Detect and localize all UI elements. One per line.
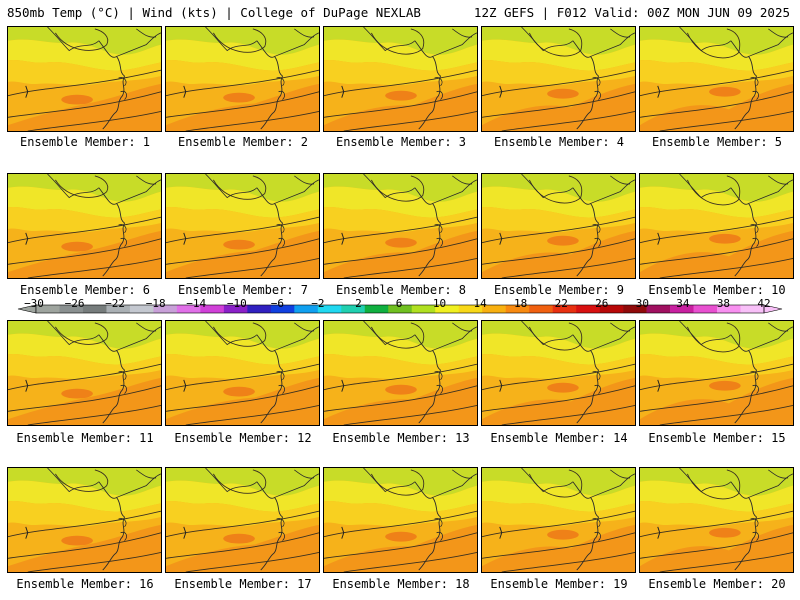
ensemble-member-map-2 xyxy=(165,26,320,132)
ensemble-member-label: Ensemble Member: 14 xyxy=(490,431,628,445)
colorbar-segment xyxy=(82,305,107,313)
ensemble-member-map-12 xyxy=(165,320,320,426)
ensemble-member-label: Ensemble Member: 3 xyxy=(335,135,467,149)
colorbar-tick-label: −14 xyxy=(186,297,207,310)
colorbar-segment xyxy=(200,305,225,313)
colorbar-tick-label: 26 xyxy=(595,297,609,310)
colorbar-tick-label: 34 xyxy=(676,297,690,310)
colorbar-tick-label: 6 xyxy=(395,297,403,310)
temperature-colorbar xyxy=(17,304,783,314)
ensemble-member-label: Ensemble Member: 7 xyxy=(177,283,309,297)
ensemble-member-label: Ensemble Member: 15 xyxy=(648,431,786,445)
colorbar-segment xyxy=(36,305,60,313)
colorbar-segment xyxy=(693,305,718,313)
colorbar-segment xyxy=(529,305,553,313)
colorbar-segment xyxy=(411,305,436,313)
ensemble-member-map-17 xyxy=(165,467,320,573)
colorbar-segment xyxy=(576,305,600,313)
colorbar-segment xyxy=(317,305,342,313)
colorbar-segment xyxy=(482,305,506,313)
ensemble-member-label: Ensemble Member: 17 xyxy=(174,577,312,591)
colorbar-frame xyxy=(35,304,765,314)
colorbar-segment xyxy=(623,305,647,313)
colorbar-segment xyxy=(646,305,671,313)
colorbar-segment xyxy=(341,305,366,313)
colorbar-segment xyxy=(270,305,295,313)
colorbar-segment xyxy=(294,305,319,313)
colorbar-segment xyxy=(435,305,460,313)
ensemble-member-label: Ensemble Member: 11 xyxy=(16,431,154,445)
ensemble-member-map-9 xyxy=(481,173,636,279)
ensemble-member-label: Ensemble Member: 16 xyxy=(16,577,154,591)
ensemble-member-map-8 xyxy=(323,173,478,279)
ensemble-member-label: Ensemble Member: 12 xyxy=(174,431,312,445)
colorbar-segment xyxy=(740,305,765,313)
colorbar-tick-label: −30 xyxy=(24,297,44,310)
ensemble-member-map-3 xyxy=(323,26,478,132)
colorbar-segment xyxy=(458,305,483,313)
ensemble-member-label: Ensemble Member: 8 xyxy=(335,283,467,297)
colorbar-tick-label: 18 xyxy=(514,297,528,310)
colorbar-tick-label: 10 xyxy=(432,297,447,310)
ensemble-member-map-19 xyxy=(481,467,636,573)
colorbar-segment xyxy=(364,305,389,313)
colorbar-segment xyxy=(59,305,84,313)
ensemble-member-label: Ensemble Member: 2 xyxy=(177,135,309,149)
ensemble-member-label: Ensemble Member: 13 xyxy=(332,431,470,445)
model-run-info: 12Z GEFS | F012 Valid: 00Z MON JUN 09 20… xyxy=(473,5,790,20)
ensemble-member-label: Ensemble Member: 6 xyxy=(19,283,151,297)
ensemble-member-map-13 xyxy=(323,320,478,426)
ensemble-member-map-1 xyxy=(7,26,162,132)
colorbar-segment xyxy=(505,305,530,313)
ensemble-member-map-16 xyxy=(7,467,162,573)
ensemble-member-label: Ensemble Member: 5 xyxy=(651,135,783,149)
colorbar-segment xyxy=(106,305,131,313)
colorbar-tick-label: −6 xyxy=(270,297,284,310)
chart-title: 850mb Temp (°C) | Wind (kts) | College o… xyxy=(7,5,421,20)
colorbar-segment xyxy=(176,305,201,313)
ensemble-member-label: Ensemble Member: 19 xyxy=(490,577,628,591)
colorbar-tick-label: 14 xyxy=(473,297,487,310)
ensemble-member-map-11 xyxy=(7,320,162,426)
colorbar-segment xyxy=(223,305,248,313)
colorbar-tick-label: 42 xyxy=(757,297,771,310)
colorbar-tick-label: 22 xyxy=(554,297,568,310)
colorbar-segment xyxy=(670,305,694,313)
colorbar-segment xyxy=(129,305,154,313)
ensemble-member-label: Ensemble Member: 18 xyxy=(332,577,470,591)
ensemble-member-map-7 xyxy=(165,173,320,279)
ensemble-member-map-10 xyxy=(639,173,794,279)
colorbar-segment xyxy=(599,305,624,313)
ensemble-member-label: Ensemble Member: 10 xyxy=(648,283,786,297)
colorbar-tick-label: 2 xyxy=(355,297,362,310)
colorbar-tick-label: −22 xyxy=(105,297,126,310)
colorbar-tick-label: −10 xyxy=(226,297,247,310)
ensemble-member-map-6 xyxy=(7,173,162,279)
colorbar-tick-label: 30 xyxy=(635,297,649,310)
colorbar-segment xyxy=(388,305,413,313)
colorbar-segment xyxy=(717,305,741,313)
ensemble-member-map-15 xyxy=(639,320,794,426)
ensemble-member-map-5 xyxy=(639,26,794,132)
colorbar-tick-label: −18 xyxy=(145,297,166,310)
colorbar-tick-label: −2 xyxy=(311,297,325,310)
colorbar-tick-label: 38 xyxy=(716,297,731,310)
colorbar-segment xyxy=(552,305,577,313)
ensemble-member-label: Ensemble Member: 9 xyxy=(493,283,625,297)
ensemble-member-label: Ensemble Member: 20 xyxy=(648,577,786,591)
colorbar-segment xyxy=(153,305,178,313)
ensemble-member-map-18 xyxy=(323,467,478,573)
colorbar-tick-label: −26 xyxy=(64,297,85,310)
ensemble-member-label: Ensemble Member: 4 xyxy=(493,135,625,149)
colorbar-segment xyxy=(247,305,272,313)
ensemble-member-map-14 xyxy=(481,320,636,426)
ensemble-member-map-20 xyxy=(639,467,794,573)
ensemble-member-label: Ensemble Member: 1 xyxy=(19,135,151,149)
ensemble-member-map-4 xyxy=(481,26,636,132)
